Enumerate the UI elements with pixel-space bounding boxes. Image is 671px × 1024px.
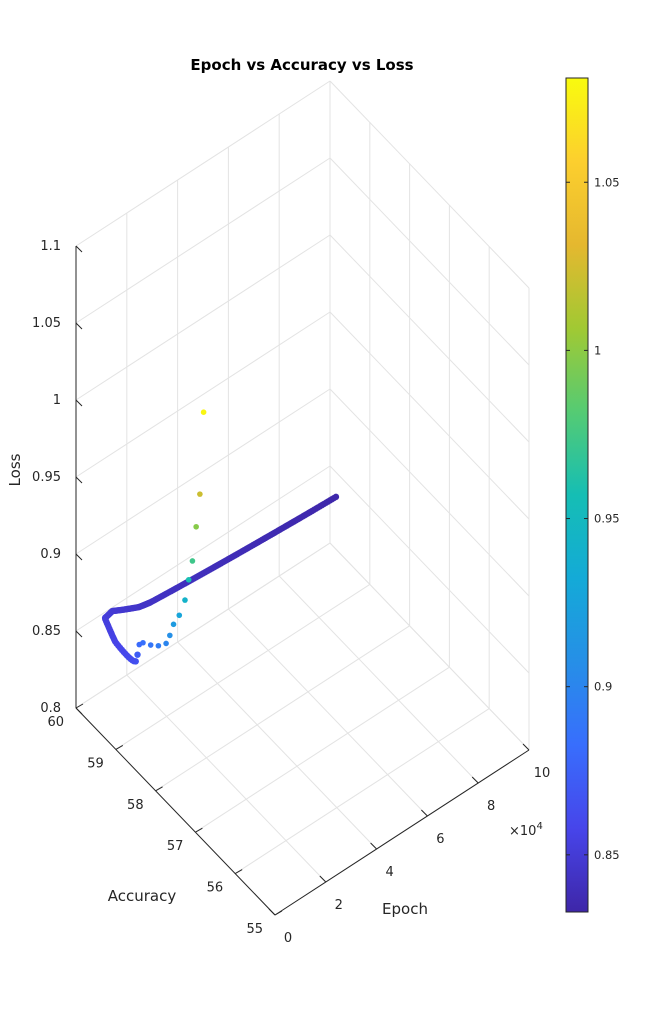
back-wall-grid-z-3 — [75, 311, 331, 478]
z-tick-label-0: 0.8 — [40, 701, 61, 716]
colorbar-tick-label-0: 0.85 — [594, 848, 620, 862]
floor-grid-y-3 — [155, 625, 410, 792]
y-axis-title: Accuracy — [108, 887, 177, 905]
x-axis-line — [274, 749, 530, 916]
y-tick-label-1: 56 — [207, 881, 224, 896]
z-tick-label-3: 0.95 — [32, 470, 61, 485]
x-tick-label-2: 4 — [385, 865, 393, 880]
early-point-8 — [167, 632, 173, 639]
side-wall-grid-z-2 — [329, 388, 530, 597]
trajectory-point-179 — [332, 493, 340, 501]
colorbar-tick-label-4: 1.05 — [594, 175, 620, 189]
x-tick-label-3: 6 — [436, 832, 444, 847]
z-tick-mark-3 — [75, 476, 83, 484]
floor-grid-x-1 — [126, 674, 327, 883]
back-wall-grid-z-1 — [75, 465, 331, 632]
floor-grid-y-2 — [195, 666, 450, 833]
side-wall-grid-z-0 — [329, 542, 530, 751]
y-tick-label-5: 60 — [47, 715, 64, 730]
x-tick-mark-1 — [319, 875, 327, 883]
y-axis-line — [75, 707, 276, 916]
early-point-0 — [200, 409, 207, 416]
floor-grid-y-4 — [115, 583, 371, 750]
z-tick-label-5: 1.05 — [32, 316, 61, 331]
y-tick-mark-3 — [155, 786, 163, 792]
tick-label-layer: 0 2 4 6 8 10 55 56 57 58 59 600.8 0.85 0.9 0.95 1 1.05 1.… — [32, 239, 550, 946]
x-axis-exponent: ×104 — [509, 821, 543, 839]
x-tick-mark-0 — [268, 908, 276, 916]
side-wall-grid-z-4 — [329, 234, 530, 443]
y-tick-mark-0 — [274, 910, 283, 916]
y-tick-mark-1 — [234, 869, 243, 875]
colorbar-tick-label-1: 0.9 — [594, 680, 612, 694]
grid-layer — [75, 80, 530, 916]
early-point-4 — [185, 576, 192, 583]
trajectory-point-0 — [134, 651, 141, 658]
y-tick-label-4: 59 — [87, 756, 104, 771]
axis-layer — [75, 245, 530, 916]
y-tick-mark-2 — [195, 827, 203, 833]
z-tick-mark-1 — [75, 630, 83, 638]
x-tick-mark-2 — [370, 842, 377, 850]
x-tick-label-1: 2 — [335, 898, 343, 913]
x-tick-label-0: 0 — [284, 931, 292, 946]
data-points — [101, 409, 340, 665]
colorbar-tick-label-2: 0.95 — [594, 512, 620, 526]
x-tick-mark-4 — [471, 776, 479, 784]
y-tick-label-3: 58 — [127, 798, 144, 813]
back-wall-grid-z-6 — [75, 80, 331, 247]
early-point-3 — [189, 558, 196, 564]
side-wall-grid-z-6 — [329, 80, 530, 289]
side-wall-grid-z-1 — [329, 465, 530, 674]
back-wall-grid-z-0 — [75, 542, 331, 709]
early-point-10 — [155, 642, 162, 649]
x-axis-title: Epoch — [382, 900, 428, 918]
z-axis-title: Loss — [6, 453, 24, 486]
z-tick-mark-2 — [75, 553, 83, 561]
x-tick-mark-3 — [421, 809, 428, 817]
early-point-7 — [170, 621, 177, 628]
side-wall-grid-z-3 — [329, 311, 530, 520]
floor-grid-x-2 — [177, 641, 377, 850]
early-point-2 — [193, 523, 199, 530]
y-tick-label-2: 57 — [167, 839, 184, 854]
z-tick-label-1: 0.85 — [32, 624, 61, 639]
z-tick-label-6: 1.1 — [40, 239, 61, 254]
y-tick-mark-4 — [115, 744, 124, 750]
axes-3d: 0 2 4 6 8 10 55 56 57 58 59 600.8 0.85 0.9 0.95 1 1.05 1.… — [32, 80, 550, 946]
back-wall-grid-z-2 — [75, 388, 331, 555]
early-point-13 — [136, 641, 143, 648]
early-point-6 — [176, 612, 183, 619]
x-tick-label-5: 10 — [534, 766, 551, 781]
early-point-9 — [163, 640, 169, 647]
back-wall-grid-z-5 — [75, 157, 331, 324]
colorbar: 0.85 0.9 0.95 1 1.05 — [565, 77, 620, 913]
z-tick-mark-4 — [75, 399, 83, 407]
early-point-5 — [182, 597, 188, 603]
z-tick-mark-0 — [75, 707, 83, 715]
floor-grid-x-3 — [228, 608, 428, 817]
z-tick-label-4: 1 — [53, 393, 61, 408]
z-tick-mark-5 — [75, 322, 83, 330]
z-tick-mark-6 — [75, 245, 83, 253]
colorbar-tick-label-3: 1 — [594, 343, 601, 357]
early-point-11 — [147, 642, 154, 648]
z-tick-label-2: 0.9 — [40, 547, 61, 562]
colorbar-ticks: 0.85 0.9 0.95 1 1.05 — [566, 175, 620, 862]
side-wall-grid-z-5 — [329, 157, 530, 366]
floor-grid-y-1 — [234, 708, 490, 875]
colorbar-gradient — [565, 77, 589, 913]
chart-title: Epoch vs Accuracy vs Loss — [190, 56, 413, 74]
x-tick-label-4: 8 — [487, 799, 495, 814]
y-tick-label-0: 55 — [246, 922, 263, 937]
early-point-1 — [197, 491, 203, 497]
y-tick-mark-5 — [75, 703, 84, 709]
floor-grid-x-4 — [278, 575, 479, 784]
back-wall-grid-z-4 — [75, 234, 331, 401]
x-tick-mark-5 — [522, 743, 530, 751]
